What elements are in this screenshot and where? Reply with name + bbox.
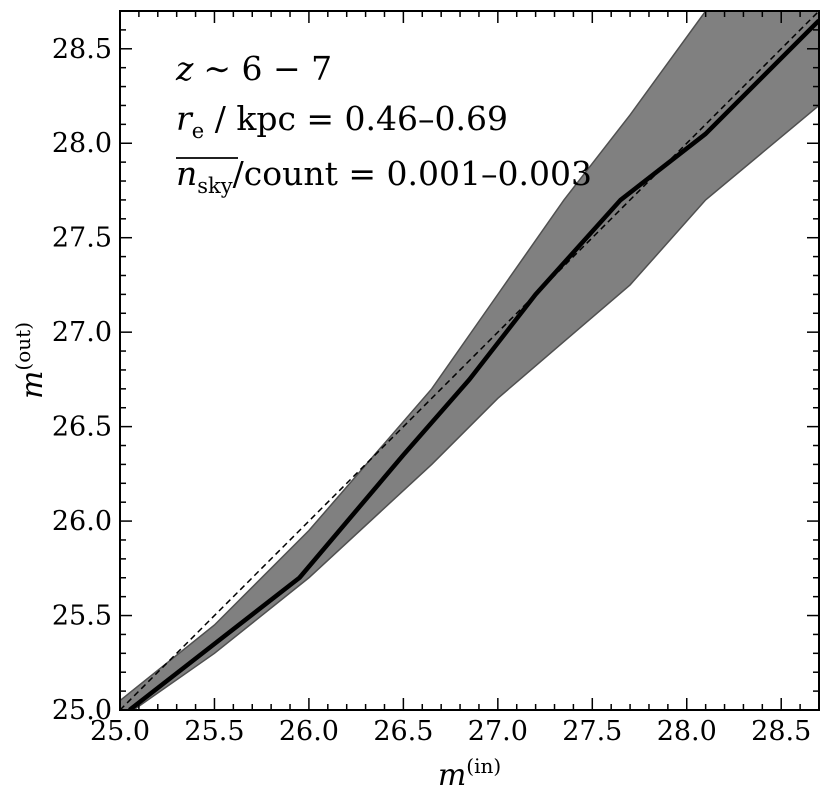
x-axis-label-sup: (in) — [466, 754, 501, 778]
reference-line-layer — [120, 11, 819, 710]
tick-label-layer: 25.0 25.5 26.0 26.5 27.0 27.5 28.0 28.5 25.0 25.5… — [52, 34, 811, 747]
x-axis-label-base: m — [438, 758, 466, 793]
annotation-n: n — [176, 154, 197, 193]
y-axis-label: m(out) — [11, 322, 50, 399]
annotation-radius: re / kpc = 0.46–0.69 — [176, 99, 508, 143]
y-tick-label: 25.0 — [52, 695, 112, 726]
annotation-r: r — [176, 99, 194, 138]
annotation-block: z ∼ 6 − 7 re / kpc = 0.46–0.69 nsky/count… — [175, 49, 592, 198]
y-tick-label: 26.0 — [52, 506, 112, 537]
annotation-r-range: / kpc = 0.46–0.69 — [204, 99, 508, 138]
plot-frame — [119, 10, 820, 711]
annotation-n-sub: sky — [197, 174, 233, 198]
y-tick-label: 28.5 — [52, 34, 112, 65]
x-tick-label: 27.5 — [562, 716, 622, 747]
y-axis-label-base: m — [15, 371, 50, 399]
y-tick-label: 26.5 — [52, 412, 112, 443]
one-to-one-reference-line — [120, 11, 819, 710]
annotation-redshift: z ∼ 6 − 7 — [175, 49, 332, 88]
y-tick-label: 27.0 — [52, 317, 112, 348]
y-tick-label: 27.5 — [52, 223, 112, 254]
x-tick-label: 28.5 — [751, 716, 811, 747]
annotation-r-sub: e — [192, 119, 204, 143]
y-tick-label: 25.5 — [52, 601, 112, 632]
y-tick-label: 28.0 — [52, 128, 112, 159]
median-line — [128, 18, 819, 710]
x-tick-label: 26.0 — [279, 716, 339, 747]
annotation-z: z — [175, 49, 194, 88]
annotation-z-range: ∼ 6 − 7 — [203, 49, 332, 88]
median-line-layer — [128, 18, 819, 710]
y-axis-label-sup: (out) — [11, 322, 35, 371]
x-axis-label: m(in) — [438, 754, 501, 793]
x-tick-label: 25.0 — [90, 716, 150, 747]
x-tick-label: 28.0 — [657, 716, 717, 747]
annotation-n-range: /count = 0.001–0.003 — [233, 154, 592, 193]
x-tick-label: 25.5 — [184, 716, 244, 747]
x-tick-label: 27.0 — [468, 716, 528, 747]
annotation-sky: nsky/count = 0.001–0.003 — [176, 154, 592, 198]
x-tick-label: 26.5 — [373, 716, 433, 747]
